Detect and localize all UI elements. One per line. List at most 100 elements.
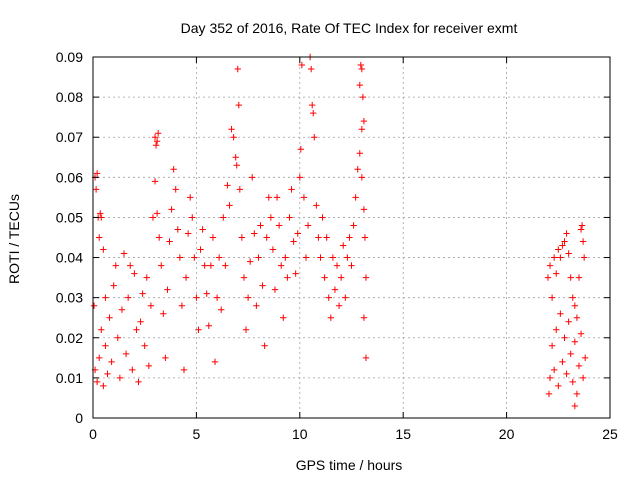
data-points	[90, 53, 589, 410]
data-point	[100, 382, 107, 390]
data-point	[304, 222, 312, 229]
data-point	[172, 186, 179, 193]
data-point	[310, 109, 317, 117]
data-point	[238, 234, 246, 241]
data-point	[122, 350, 130, 358]
plot-frame	[92, 56, 611, 419]
data-point	[253, 302, 260, 309]
data-point	[141, 342, 148, 349]
data-point	[290, 238, 297, 245]
data-point	[244, 294, 252, 301]
data-point	[170, 166, 177, 173]
data-point	[331, 286, 339, 293]
data-point	[284, 274, 291, 281]
y-tick-label: 0.08	[56, 89, 83, 105]
data-point	[273, 194, 281, 201]
data-point	[102, 342, 109, 349]
data-point	[226, 202, 233, 209]
data-point	[90, 302, 98, 309]
data-point	[348, 262, 355, 269]
data-point	[296, 174, 303, 181]
data-point	[127, 262, 134, 269]
data-point	[213, 294, 221, 301]
data-point	[129, 366, 136, 374]
data-point	[106, 314, 113, 321]
data-point	[340, 242, 347, 249]
y-tick-label: 0.09	[56, 49, 83, 65]
data-point	[297, 146, 305, 153]
data-point	[335, 302, 343, 309]
data-point	[211, 358, 219, 366]
data-point	[354, 166, 361, 173]
data-point	[342, 294, 349, 301]
data-point	[581, 354, 589, 362]
data-point	[561, 334, 568, 341]
data-point	[176, 254, 184, 261]
x-tick-label: 10	[292, 426, 308, 442]
data-point	[182, 274, 190, 281]
data-point	[215, 254, 223, 261]
data-point	[315, 234, 322, 241]
data-point	[575, 362, 583, 370]
data-point	[155, 234, 163, 241]
data-point	[180, 366, 188, 374]
y-tick-label: 0.03	[56, 290, 83, 306]
data-point	[160, 310, 167, 317]
data-point	[277, 262, 285, 269]
data-point	[184, 230, 192, 237]
data-point	[92, 186, 100, 193]
data-point	[186, 194, 194, 201]
data-point	[280, 314, 287, 321]
data-point	[329, 254, 337, 261]
data-point	[557, 254, 564, 261]
data-point	[201, 262, 208, 269]
data-point	[567, 274, 574, 281]
data-point	[360, 117, 368, 125]
data-point	[356, 150, 363, 157]
data-point	[571, 402, 579, 410]
data-point	[565, 250, 572, 257]
data-point	[357, 61, 365, 69]
data-point	[255, 254, 262, 261]
data-point	[96, 354, 103, 362]
data-point	[162, 354, 169, 362]
data-point	[288, 186, 295, 193]
data-point	[325, 294, 332, 301]
data-point	[114, 334, 122, 341]
data-point	[242, 326, 250, 333]
data-point	[143, 274, 150, 281]
x-tick-label: 20	[499, 426, 515, 442]
data-point	[358, 174, 366, 181]
data-point	[544, 274, 552, 281]
data-point	[557, 310, 564, 317]
data-point	[124, 294, 132, 301]
data-point	[98, 326, 105, 333]
data-point	[269, 246, 277, 253]
data-point	[327, 314, 335, 321]
y-tick-label: 0.02	[56, 330, 83, 346]
data-point	[555, 382, 562, 390]
data-point	[209, 234, 217, 241]
data-point	[282, 254, 289, 261]
data-point	[199, 226, 206, 233]
data-point	[344, 254, 351, 261]
data-point	[319, 214, 326, 221]
data-point	[137, 318, 144, 325]
data-point	[546, 374, 554, 382]
data-point	[98, 214, 105, 221]
data-point	[224, 182, 231, 189]
data-point	[309, 101, 316, 109]
data-point	[108, 358, 115, 366]
data-point	[323, 234, 330, 241]
data-point	[168, 206, 175, 213]
data-point	[152, 142, 160, 149]
data-point	[263, 234, 270, 241]
data-point	[548, 342, 556, 349]
data-point	[579, 238, 587, 245]
data-point	[573, 390, 581, 398]
data-point	[100, 246, 107, 253]
data-point	[240, 274, 248, 281]
data-point	[112, 262, 119, 269]
x-axis-label: GPS time / hours	[296, 457, 403, 473]
